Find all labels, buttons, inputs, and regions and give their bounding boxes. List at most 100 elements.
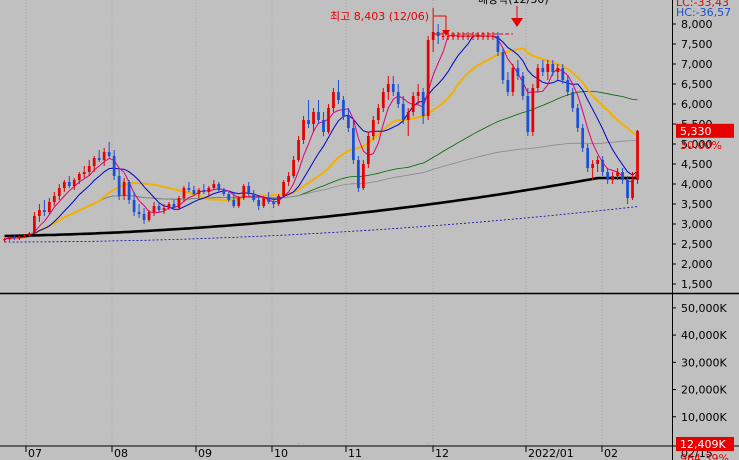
candle-body	[561, 68, 565, 80]
candle-body	[172, 204, 176, 208]
y-tick-label: 7,000	[681, 58, 713, 71]
candle-body	[317, 112, 320, 120]
candle-body	[506, 80, 510, 92]
candle-body	[142, 214, 146, 220]
high-annotation: 최고 8,403 (12/06)	[330, 10, 429, 23]
candle-body	[491, 36, 495, 37]
y-tick-label: 5,000	[681, 138, 713, 151]
hc-label: HC:-36,57	[676, 6, 731, 19]
candle-body	[556, 68, 560, 72]
candle-body	[182, 188, 186, 198]
candle-body	[581, 128, 585, 148]
candle-body	[33, 216, 36, 234]
candle-body	[167, 204, 171, 208]
vol-badge-text: 12,409K	[680, 438, 726, 451]
candle-body	[102, 152, 106, 160]
candle-body	[237, 198, 241, 206]
candle-body	[23, 235, 26, 237]
candle-body	[446, 36, 450, 37]
candle-body	[511, 68, 515, 92]
candle-body	[371, 120, 375, 136]
candle-body	[631, 180, 634, 198]
lc-label: LC:-33,43	[676, 0, 729, 9]
y-tick-label: 6,500	[681, 78, 713, 91]
candle-body	[247, 186, 251, 194]
candle-body	[38, 210, 41, 216]
candle-body	[352, 128, 355, 160]
candle-body	[122, 182, 126, 196]
candle-body	[466, 36, 470, 37]
dividend-annotation: 배당락(12/30)	[478, 0, 549, 6]
y-tick-label: 1,500	[681, 278, 713, 291]
y-tick-label: 4,000	[681, 178, 713, 191]
candle-body	[147, 212, 151, 220]
candle-body	[496, 36, 500, 52]
candle-body	[112, 156, 116, 176]
candle-body	[461, 36, 465, 37]
candle-body	[262, 198, 266, 206]
candle-body	[107, 152, 111, 156]
vol-badge-bg	[676, 436, 734, 451]
pct-badge-text: 30.00%	[680, 139, 722, 152]
vol-tick-label: 30,000K	[681, 356, 727, 369]
candle-body	[566, 80, 570, 92]
candle-body	[347, 116, 350, 128]
candle-body	[242, 186, 246, 198]
candle-body	[376, 108, 380, 120]
vol-pct-text: 964,39%	[680, 452, 729, 460]
candle-body	[441, 36, 445, 37]
candle-body	[28, 233, 31, 236]
candle-body	[416, 92, 420, 96]
candle-body	[332, 92, 335, 108]
y-tick-label: 3,000	[681, 218, 713, 231]
candle-body	[282, 182, 285, 196]
candle-body	[401, 104, 405, 120]
candle-body	[601, 160, 604, 172]
candle-body	[481, 36, 485, 37]
x-tick-label: 09	[198, 447, 212, 460]
candle-body	[62, 182, 66, 188]
candle-body	[451, 36, 455, 37]
candle-body	[546, 64, 550, 72]
candle-body	[292, 160, 295, 176]
candle-body	[257, 200, 261, 206]
ma20-line	[4, 47, 639, 241]
candle-body	[531, 88, 535, 132]
candle-body	[212, 184, 216, 188]
vol-tick-label: 20,000K	[681, 384, 727, 397]
high-arrow-head	[442, 30, 450, 36]
candle-body	[596, 160, 600, 164]
y-tick-label: 2,000	[681, 258, 713, 271]
candle-body	[526, 96, 530, 132]
candle-body	[67, 182, 71, 186]
candle-body	[202, 190, 206, 192]
candle-body	[431, 32, 435, 40]
candle-body	[312, 112, 315, 124]
candle-body	[626, 180, 629, 198]
candle-body	[132, 200, 136, 212]
candle-body	[18, 236, 21, 239]
candle-body	[97, 158, 101, 160]
candle-body	[92, 158, 96, 166]
candle-body	[232, 200, 236, 206]
candle-body	[586, 148, 590, 168]
candle-body	[636, 130, 639, 180]
candle-body	[192, 190, 196, 194]
vol-tick-label: 40,000K	[681, 329, 727, 342]
y-tick-label: 6,000	[681, 98, 713, 111]
candle-body	[57, 188, 61, 196]
candle-body	[541, 68, 545, 72]
candle-body	[471, 36, 475, 37]
candle-body	[396, 92, 400, 104]
candle-body	[222, 190, 226, 194]
ma240-line	[4, 176, 638, 238]
x-tick-label: 2022/01	[528, 447, 574, 460]
candle-body	[72, 180, 76, 186]
candle-body	[606, 172, 609, 180]
price-badge-bg	[676, 123, 734, 138]
candle-body	[536, 68, 540, 88]
candle-body	[391, 84, 395, 92]
vol-tick-label: 10,000K	[681, 411, 727, 424]
y-tick-label: 8,000	[681, 18, 713, 31]
